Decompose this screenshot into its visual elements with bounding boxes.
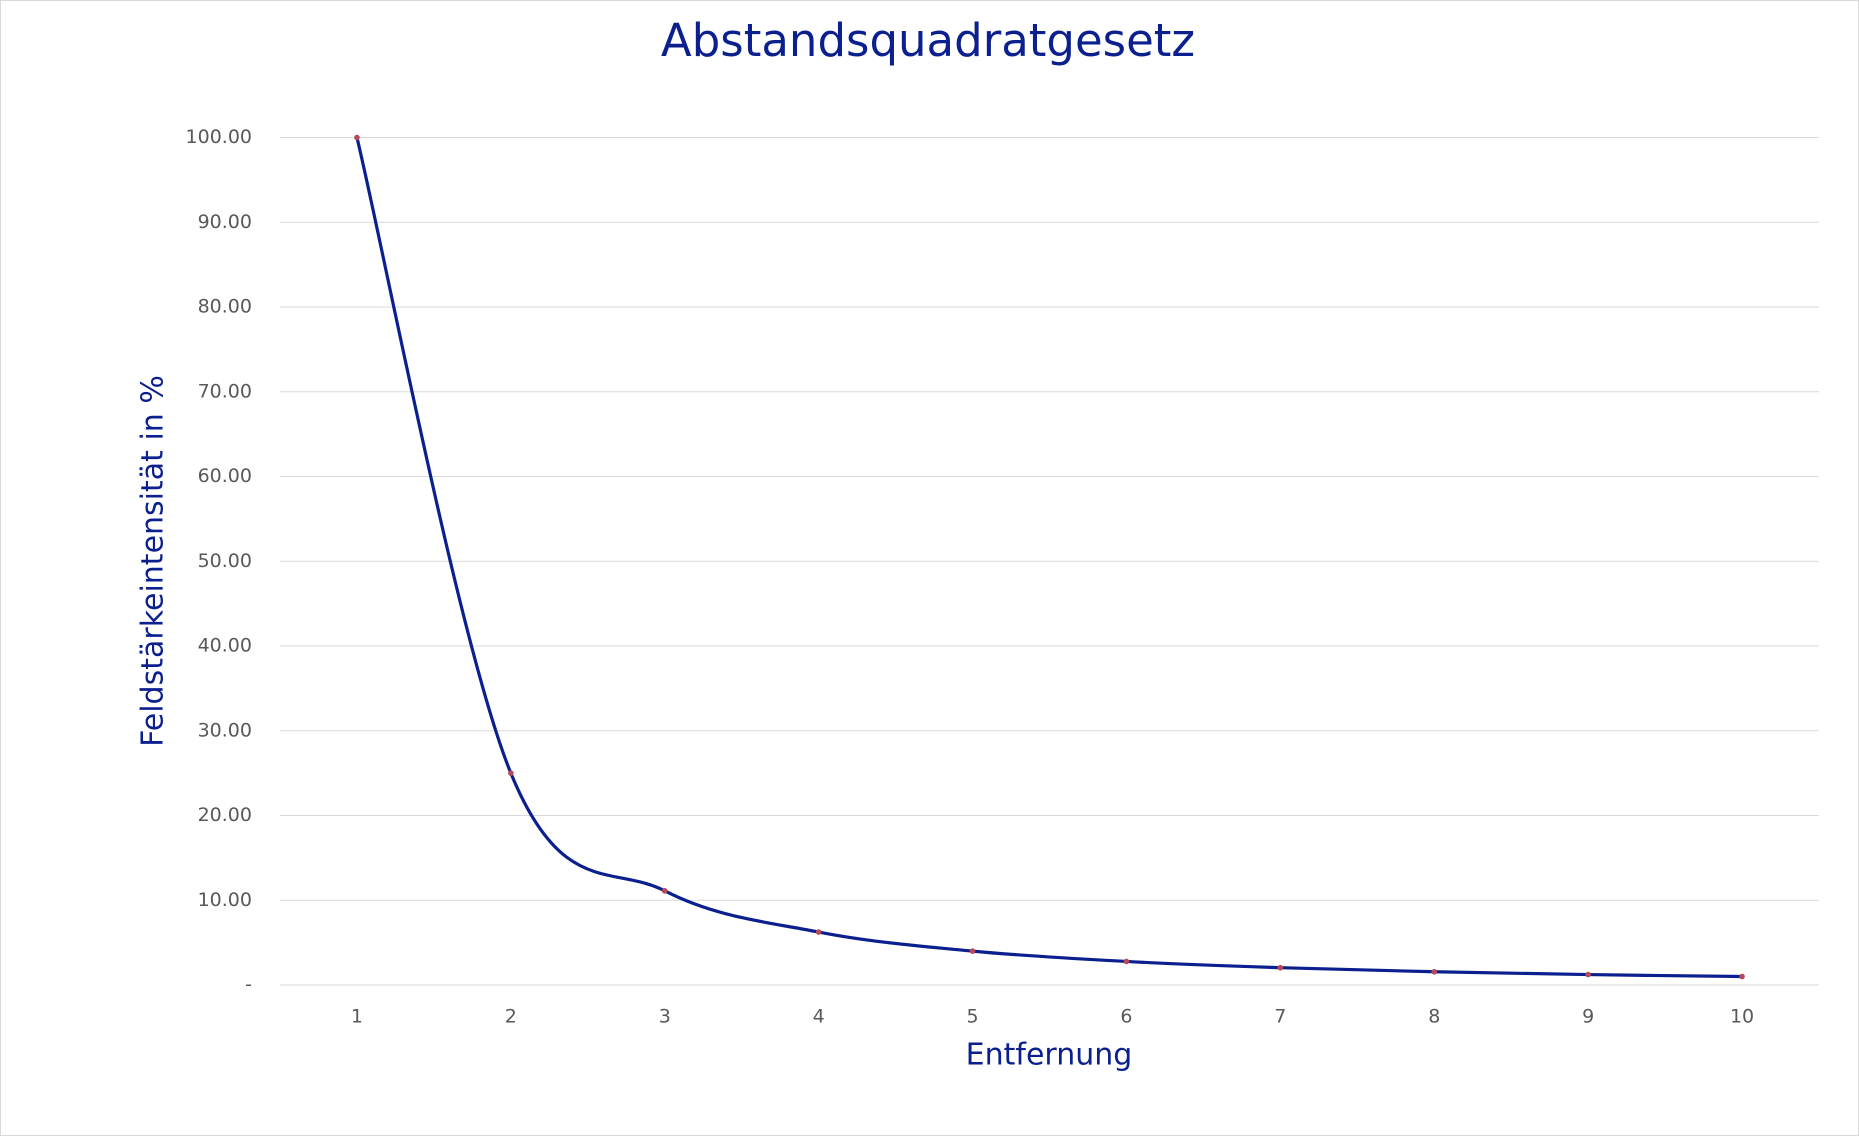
x-tick-label: 6	[1120, 1006, 1132, 1028]
x-axis-title: Entfernung	[966, 1038, 1133, 1073]
y-tick-label: 60.00	[198, 465, 252, 487]
data-point	[1123, 958, 1130, 965]
y-tick-label: 30.00	[198, 719, 252, 741]
data-point	[661, 888, 668, 894]
x-tick-label: 4	[813, 1006, 825, 1028]
x-tick-label: 5	[967, 1006, 979, 1028]
x-tick-label: 7	[1274, 1006, 1286, 1028]
y-tick-label: 100.00	[186, 126, 252, 148]
x-tick-label: 2	[505, 1006, 517, 1028]
data-point	[1585, 971, 1591, 978]
data-point	[969, 948, 976, 954]
data-point	[815, 929, 822, 935]
y-tick-label: 40.00	[198, 635, 252, 657]
x-tick-label: 3	[659, 1006, 671, 1028]
x-tick-label: 8	[1428, 1006, 1440, 1028]
y-tick-label: 10.00	[198, 889, 252, 911]
x-tick-label: 1	[351, 1006, 363, 1028]
y-tick-label: 80.00	[198, 296, 252, 318]
x-tick-label: 10	[1730, 1006, 1754, 1028]
data-point	[508, 770, 514, 776]
data-point	[354, 134, 360, 141]
chart-title: Abstandsquadratgesetz	[661, 14, 1195, 67]
data-point	[1739, 973, 1745, 980]
data-point	[1277, 964, 1284, 971]
y-tick-label: 70.00	[198, 380, 252, 402]
y-tick-label: 20.00	[198, 804, 252, 826]
y-tick-label: 50.00	[198, 550, 252, 572]
y-axis-title: Feldstärkeintensität in %	[136, 375, 171, 747]
y-tick-label: -	[245, 974, 252, 996]
data-point	[1431, 968, 1438, 975]
y-tick-label: 90.00	[198, 211, 252, 233]
x-tick-label: 9	[1582, 1006, 1594, 1028]
